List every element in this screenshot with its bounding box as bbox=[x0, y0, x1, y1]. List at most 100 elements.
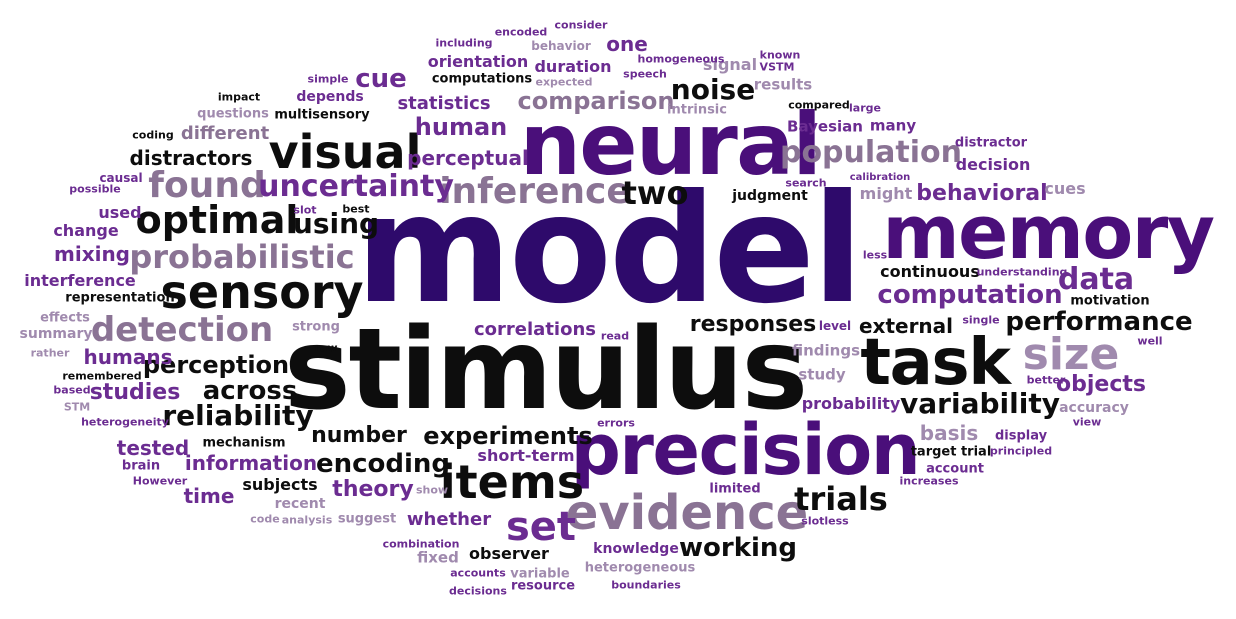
word-information: information bbox=[184, 451, 318, 475]
word-task: task bbox=[860, 326, 1011, 400]
word-experiments: experiments bbox=[423, 422, 593, 450]
word-stimulus: stimulus bbox=[284, 305, 808, 435]
word-distractor: distractor bbox=[954, 135, 1028, 151]
word-might: might bbox=[859, 184, 913, 203]
word-depends: depends bbox=[296, 89, 364, 105]
word-view: view bbox=[1072, 415, 1102, 429]
word-probabilistic: probabilistic bbox=[129, 238, 355, 276]
word-correlations: correlations bbox=[474, 319, 596, 340]
word-trials: trials bbox=[794, 480, 888, 518]
word-mechanism: mechanism bbox=[202, 435, 286, 451]
word-questions: questions bbox=[197, 106, 269, 122]
word-encoded: encoded bbox=[494, 25, 548, 39]
word-combination: combination bbox=[382, 537, 460, 551]
word-possible: possible bbox=[69, 182, 121, 196]
word-responses: responses bbox=[689, 312, 817, 337]
word-performance: performance bbox=[1005, 307, 1193, 337]
word-single: single bbox=[962, 313, 1000, 327]
word-perceptual: perceptual bbox=[407, 146, 529, 170]
word-duration: duration bbox=[534, 57, 612, 76]
word-calibration: calibration bbox=[849, 172, 911, 183]
word-distractors: distractors bbox=[129, 146, 253, 170]
word-known: known bbox=[759, 48, 801, 62]
word-simple: simple bbox=[307, 72, 349, 86]
word-consider: consider bbox=[554, 18, 608, 32]
word-summary: summary bbox=[19, 326, 93, 342]
word-studies: studies bbox=[89, 380, 181, 405]
word-however: However bbox=[132, 474, 188, 488]
word-limited: limited bbox=[709, 481, 761, 497]
word-whether: whether bbox=[406, 509, 492, 530]
word-visual: visual bbox=[268, 125, 422, 179]
word-statistics: statistics bbox=[397, 93, 491, 114]
word-objects: objects bbox=[1056, 372, 1146, 397]
word-external: external bbox=[858, 314, 954, 338]
word-multisensory: multisensory bbox=[274, 107, 370, 123]
word-number: number bbox=[311, 423, 407, 448]
word-knowledge: knowledge bbox=[593, 541, 679, 557]
word-effects: effects bbox=[40, 310, 90, 326]
word-probability: probability bbox=[801, 394, 901, 413]
word-homogeneous: homogeneous bbox=[637, 52, 725, 66]
word-recent: recent bbox=[274, 496, 326, 512]
word-orientation: orientation bbox=[427, 52, 529, 71]
word-subjects: subjects bbox=[242, 475, 318, 494]
word-results: results bbox=[753, 75, 813, 94]
word-evidence: evidence bbox=[565, 485, 809, 541]
word-raw: raw bbox=[314, 341, 338, 355]
word-set: set bbox=[505, 504, 577, 550]
word-better: better bbox=[1026, 373, 1066, 387]
word-causal: causal bbox=[99, 171, 143, 185]
word-compared: compared bbox=[788, 98, 850, 112]
word-impact: impact bbox=[217, 90, 261, 104]
word-findings: findings bbox=[791, 341, 861, 360]
word-heterogeneity: heterogeneity bbox=[81, 415, 169, 429]
word-slotless: slotless bbox=[801, 514, 849, 528]
word-search: search bbox=[785, 176, 827, 190]
word-expected: expected bbox=[535, 75, 593, 89]
word-level: level bbox=[818, 319, 852, 333]
word-representation: representation bbox=[65, 290, 175, 306]
word-understanding: understanding bbox=[976, 265, 1068, 279]
word-observer: observer bbox=[469, 544, 549, 563]
word-judgment: judgment bbox=[732, 188, 808, 204]
word-increases: increases bbox=[899, 474, 959, 488]
word-account: account bbox=[926, 461, 984, 477]
word-basis: basis bbox=[919, 421, 979, 445]
word-population: population bbox=[779, 135, 963, 170]
word-code: code bbox=[250, 512, 280, 526]
word-principled: principled bbox=[989, 444, 1053, 458]
word-human: human bbox=[414, 113, 508, 141]
word-mixing: mixing bbox=[53, 242, 131, 266]
word-signal: signal bbox=[702, 55, 758, 74]
word-brain: brain bbox=[121, 458, 161, 474]
word-vstm: VSTM bbox=[759, 60, 795, 74]
word-analysis: analysis bbox=[281, 513, 333, 527]
word-many: many bbox=[869, 116, 917, 135]
word-found: found bbox=[148, 165, 266, 206]
word-humans: humans bbox=[83, 345, 173, 369]
word-cue: cue bbox=[355, 64, 407, 94]
word-suggest: suggest bbox=[337, 511, 397, 527]
word-data: data bbox=[1057, 262, 1135, 297]
word-based: based bbox=[53, 383, 91, 397]
word-perception: perception bbox=[142, 351, 290, 379]
word-theory: theory bbox=[332, 477, 414, 502]
word-well: well bbox=[1137, 334, 1163, 348]
word-cues: cues bbox=[1044, 179, 1086, 198]
word-display: display bbox=[994, 428, 1048, 444]
word-read: read bbox=[600, 329, 630, 343]
word-decisions: decisions bbox=[449, 584, 507, 598]
word-variability: variability bbox=[900, 387, 1060, 420]
word-sensory: sensory bbox=[160, 265, 364, 319]
word-boundaries: boundaries bbox=[611, 578, 681, 592]
word-noise: noise bbox=[670, 73, 756, 106]
word-size: size bbox=[1022, 329, 1120, 380]
word-variable: variable bbox=[510, 566, 570, 582]
word-comparison: comparison bbox=[517, 87, 675, 115]
word-encoding: encoding bbox=[315, 449, 451, 479]
word-detection: detection bbox=[90, 310, 274, 350]
word-uncertainty: uncertainty bbox=[258, 169, 454, 204]
word-target-trial: target trial bbox=[910, 444, 992, 460]
word-large: large bbox=[849, 101, 881, 115]
